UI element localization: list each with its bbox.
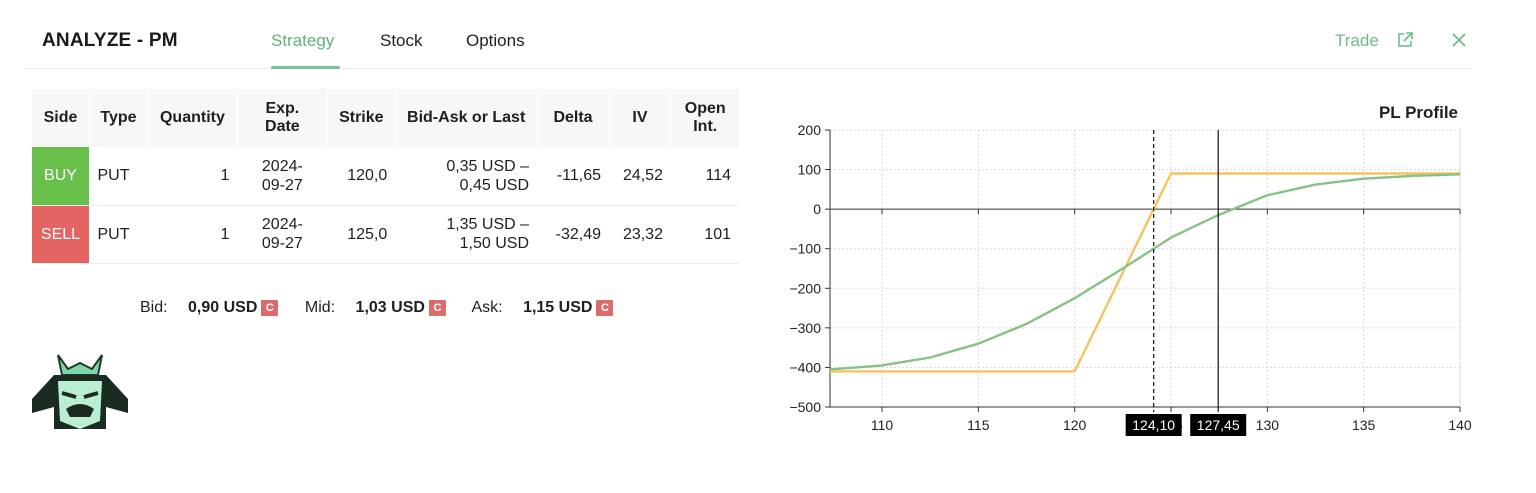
active-tab-indicator [271,66,340,69]
quantity-cell: 1 [147,205,238,264]
ask-copy-badge[interactable]: C [596,300,614,316]
price-marker-label: 124,10 [1132,417,1175,433]
plot-frame [829,129,1461,408]
y-tick-label: 0 [813,201,821,217]
col-strike: Strike [326,89,396,147]
exp-date-line2: 09-27 [261,176,303,194]
col-quantity: Quantity [146,89,238,147]
strike-cell: 125,0 [327,205,396,264]
table-row: BUY PUT 1 2024- 09-27 120,0 0,35 USD – 0… [31,147,739,206]
ask-label: Ask: [471,299,503,316]
exp-date-cell: 2024- 09-27 [237,205,328,264]
bid-ask-line1: 1,35 USD – [446,216,530,233]
x-tick-label: 110 [871,417,894,433]
tab-strategy[interactable]: Strategy [271,31,335,50]
trade-button[interactable]: Trade [1335,31,1379,50]
open-int-cell: 101 [670,205,739,264]
col-side: Side [31,89,90,147]
bid-copy-badge[interactable]: C [261,300,279,316]
x-tick-label: 140 [1448,417,1472,433]
table-header-row: Side Type Quantity Exp. Date Strike Bid-… [31,89,739,147]
col-bid-ask: Bid-Ask or Last [394,89,538,147]
y-tick-label: −500 [789,399,821,415]
col-exp-date-label: Exp. Date [265,100,300,135]
open-int-cell: 114 [670,147,739,206]
x-tick-label: 115 [967,417,990,433]
bid-ask-cell: 1,35 USD – 1,50 USD [395,205,538,264]
close-icon[interactable] [1450,31,1468,49]
col-type: Type [88,89,148,147]
x-tick-label: 120 [1063,417,1087,433]
y-tick-label: −200 [789,280,821,296]
bid-ask-line1: 0,35 USD – [446,157,530,175]
bid-ask-line2: 0,45 USD [459,176,530,194]
bid-label: Bid: [140,299,168,316]
exp-date-line1: 2024- [261,157,303,175]
samurai-logo-icon [32,354,128,429]
x-tick-label: 130 [1256,417,1280,433]
type-cell: PUT [89,205,148,264]
y-tick-label: −300 [789,320,821,336]
chart-title: PL Profile [1379,103,1458,122]
y-tick-label: 100 [798,162,822,178]
external-link-icon[interactable] [1396,31,1414,49]
ask-value: 1,15 USD [523,299,593,316]
side-badge-buy[interactable]: BUY [31,147,90,206]
series-line-today [829,173,1461,371]
price-marker-box [1125,414,1182,436]
page-title: ANALYZE - PM [42,30,178,51]
exp-date-line2: 09-27 [261,235,303,252]
price-marker-label: 127,45 [1197,417,1240,433]
iv-cell: 24,52 [609,147,671,206]
col-open-int-label: Open Int. [684,100,726,135]
mid-value: 1,03 USD [355,299,425,316]
strike-cell: 120,0 [327,147,396,206]
tab-options[interactable]: Options [466,31,525,50]
col-iv: IV [608,89,671,147]
quantity-cell: 1 [147,147,238,206]
col-exp-date: Exp. Date [236,89,328,147]
iv-cell: 23,32 [609,205,671,264]
mid-label: Mid: [304,299,336,316]
delta-cell: -32,49 [537,205,609,264]
table-row: SELL PUT 1 2024- 09-27 125,0 1,35 USD – … [31,205,739,264]
legs-table: Side Type Quantity Exp. Date Strike Bid-… [31,89,739,264]
bid-ask-line2: 1,50 USD [459,235,530,252]
header-bar: ANALYZE - PM Strategy Stock Options Trad… [24,0,1472,69]
price-marker-box [1190,414,1247,436]
col-open-int: Open Int. [670,89,739,147]
col-delta: Delta [536,89,609,147]
y-tick-label: −100 [789,241,821,257]
quote-summary: Bid: 0,90 USD C Mid: 1,03 USD C Ask: 1,15 … [140,299,635,317]
pl-profile-chart[interactable]: 2001000−100−200−300−400−5001101151201251… [770,95,1480,445]
x-tick-label: 135 [1352,417,1376,433]
y-tick-label: 200 [798,122,822,138]
exp-date-cell: 2024- 09-27 [237,147,328,206]
exp-date-line1: 2024- [261,216,303,233]
bid-ask-cell: 0,35 USD – 0,45 USD [395,147,538,206]
tab-stock[interactable]: Stock [380,31,423,50]
delta-cell: -11,65 [537,147,609,206]
mid-copy-badge[interactable]: C [428,300,446,316]
y-tick-label: −400 [789,359,821,375]
series-line-expiration [830,172,1460,373]
bid-value: 0,90 USD [188,299,258,316]
type-cell: PUT [89,147,148,206]
side-badge-sell[interactable]: SELL [31,205,90,264]
